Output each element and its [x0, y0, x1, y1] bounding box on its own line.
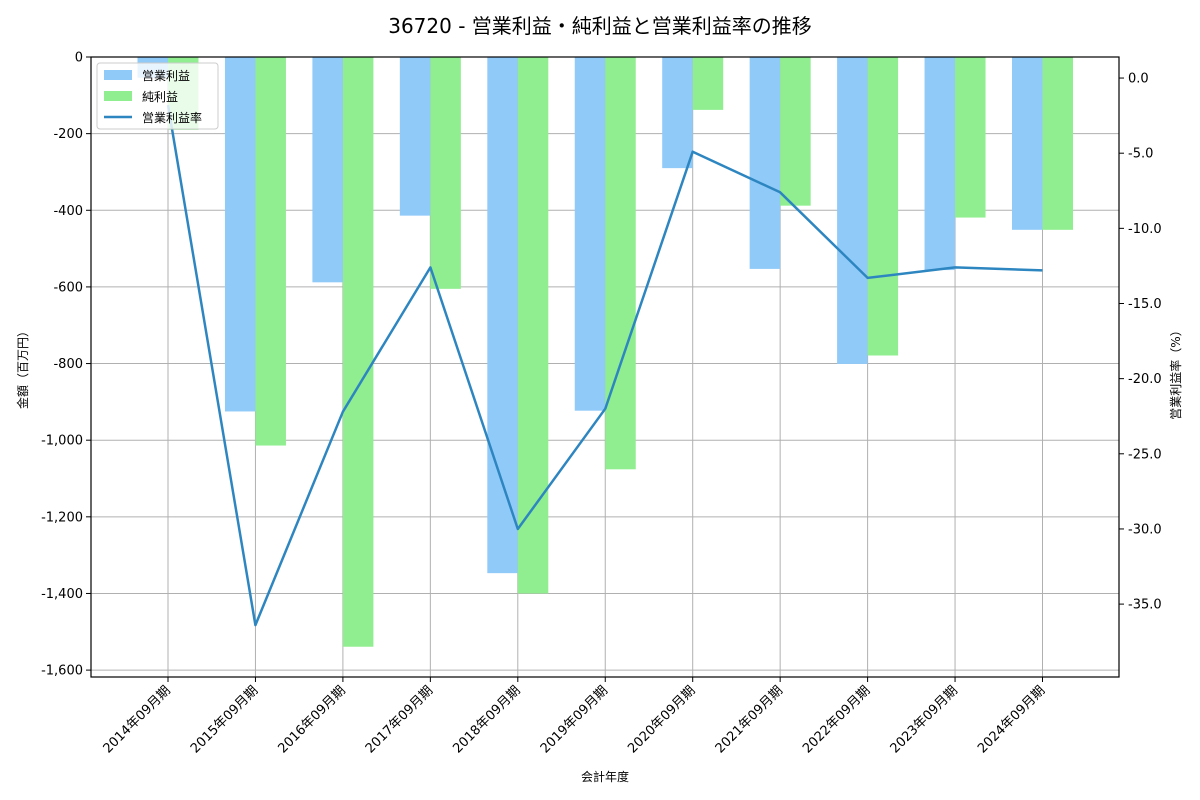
y2-tick-label: -20.0 [1128, 372, 1162, 387]
line-series [166, 104, 1043, 627]
y2-tick-label: -15.0 [1128, 297, 1162, 312]
bar-operating-profit [574, 57, 606, 411]
x-tick-label: 2019年09月期 [538, 683, 611, 756]
legend-swatch-operating-profit [104, 70, 132, 80]
x-tick-label: 2024年09月期 [975, 683, 1048, 756]
bar-operating-profit [399, 57, 431, 216]
bar-operating-profit [924, 57, 956, 271]
bar-net-profit [255, 57, 286, 446]
operating-margin-line [166, 104, 1043, 627]
bar-net-profit [1042, 57, 1073, 230]
x-tick-label: 2023年09月期 [888, 683, 961, 756]
y-tick-label: -1,400 [41, 587, 83, 602]
bar-net-profit [780, 57, 811, 206]
y-tick-label: -1,000 [41, 434, 83, 449]
y-tick-label: -600 [53, 280, 83, 295]
bar-net-profit [692, 57, 724, 110]
bar-operating-profit [1012, 57, 1043, 230]
bar-net-profit [867, 57, 899, 356]
y2-tick-label: -35.0 [1128, 598, 1162, 613]
y-tick-label: -1,200 [41, 510, 83, 525]
x-tick-label: 2020年09月期 [625, 683, 698, 756]
legend-label-net-profit: 純利益 [142, 90, 178, 104]
x-tick-label: 2016年09月期 [275, 683, 348, 756]
x-tick-label: 2014年09月期 [101, 683, 174, 756]
y-tick-label: 0 [75, 51, 83, 66]
bar-net-profit [605, 57, 636, 470]
x-tick-label: 2015年09月期 [188, 683, 261, 756]
legend-label-operating-margin: 営業利益率 [142, 110, 202, 125]
bar-net-profit [517, 57, 549, 594]
y-tick-label: -400 [53, 204, 83, 219]
bar-net-profit [342, 57, 374, 647]
bar-operating-profit [662, 57, 693, 169]
x-tick-label: 2018年09月期 [450, 683, 523, 756]
y2-tick-label: -30.0 [1128, 522, 1162, 537]
x-axis-title: 会計年度 [581, 769, 629, 784]
y-tick-label: -1,600 [41, 664, 83, 679]
y2-tick-label: -5.0 [1128, 147, 1153, 162]
y-axis-right: 0.0 -5.0 -10.0 -15.0 -20.0 -25.0 -30.0 -35.0 [1119, 72, 1162, 613]
x-axis: 2014年09月期 2015年09月期 2016年09月期 2017年09月期 2018… [101, 677, 1048, 757]
bar-operating-profit [837, 57, 868, 364]
y-axis-left-title: 金額（百万円） [15, 325, 30, 409]
y-tick-label: -800 [53, 357, 83, 372]
y2-tick-label: -25.0 [1128, 447, 1162, 462]
bar-operating-profit [487, 57, 518, 574]
bar-operating-profit [224, 57, 256, 412]
y2-tick-label: -10.0 [1128, 222, 1162, 237]
y-axis-left: 0 -200 -400 -600 -800 -1,000 -1,200 -1,400 -1,60… [41, 51, 91, 679]
y2-tick-label: 0.0 [1128, 72, 1149, 87]
bar-net-profit [430, 57, 461, 289]
bar-operating-profit [749, 57, 781, 269]
legend-swatch-net-profit [104, 91, 132, 101]
chart-title: 36720 - 営業利益・純利益と営業利益率の推移 [388, 14, 812, 38]
x-tick-label: 2022年09月期 [800, 683, 873, 756]
y-axis-right-title: 営業利益率（%） [1168, 324, 1183, 419]
y-tick-label: -200 [53, 127, 83, 142]
bar-net-profit [955, 57, 986, 218]
legend-label-operating-profit: 営業利益 [142, 69, 190, 83]
x-tick-label: 2017年09月期 [363, 683, 436, 756]
x-tick-label: 2021年09月期 [713, 683, 786, 756]
bar-operating-profit [312, 57, 343, 283]
